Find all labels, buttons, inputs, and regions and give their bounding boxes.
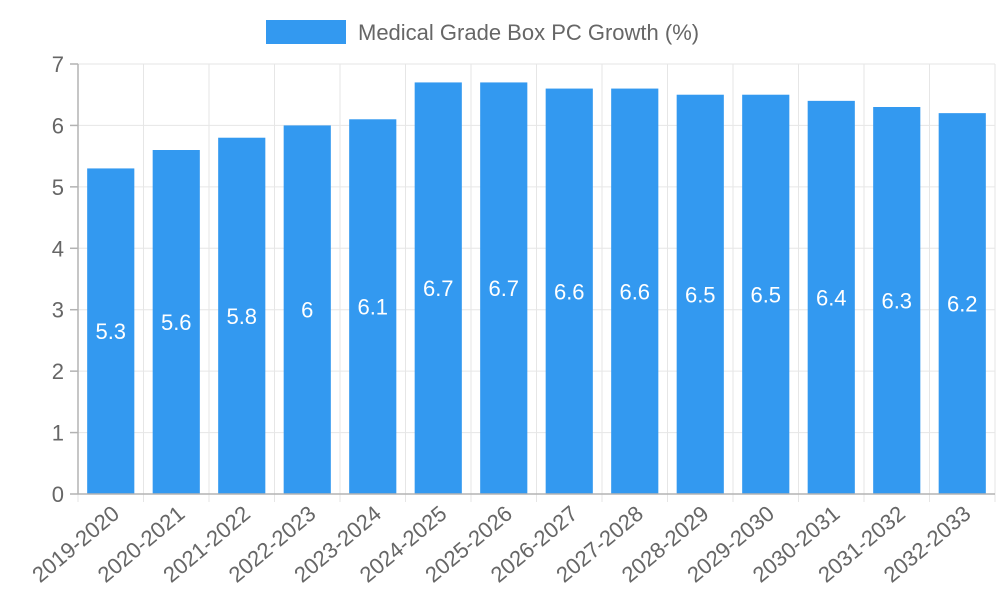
y-tick-label: 3 <box>52 298 64 323</box>
bar-2028-2029[interactable] <box>676 94 724 494</box>
data-label-2020-2021: 5.6 <box>161 310 192 335</box>
bar-2031-2032[interactable] <box>873 107 921 494</box>
data-label-2026-2027: 6.6 <box>554 279 585 304</box>
data-label-2032-2033: 6.2 <box>947 292 978 317</box>
bar-2024-2025[interactable] <box>414 82 462 494</box>
legend-swatch[interactable] <box>266 20 346 44</box>
y-tick-label: 4 <box>52 236 64 261</box>
grid <box>77 63 996 502</box>
data-label-2028-2029: 6.5 <box>685 282 716 307</box>
y-tick-label: 0 <box>52 482 64 507</box>
bars <box>87 82 986 495</box>
data-label-2031-2032: 6.3 <box>881 289 912 314</box>
data-label-2030-2031: 6.4 <box>816 285 847 310</box>
y-tick-label: 1 <box>52 421 64 446</box>
y-tick-label: 2 <box>52 359 64 384</box>
bar-2019-2020[interactable] <box>87 168 135 494</box>
bar-2020-2021[interactable] <box>152 150 200 494</box>
data-label-2023-2024: 6.1 <box>357 295 388 320</box>
bar-2022-2023[interactable] <box>283 125 331 494</box>
bar-2025-2026[interactable] <box>480 82 528 494</box>
y-tick-label: 5 <box>52 175 64 200</box>
bar-2030-2031[interactable] <box>807 100 855 494</box>
bar-2032-2033[interactable] <box>938 113 986 495</box>
data-label-2024-2025: 6.7 <box>423 276 454 301</box>
legend[interactable]: Medical Grade Box PC Growth (%) <box>266 20 699 45</box>
bar-2021-2022[interactable] <box>218 137 266 494</box>
legend-label[interactable]: Medical Grade Box PC Growth (%) <box>358 20 699 45</box>
y-tick-label: 6 <box>52 113 64 138</box>
bar-2026-2027[interactable] <box>545 88 593 495</box>
bar-2029-2030[interactable] <box>742 94 790 494</box>
y-tick-label: 7 <box>52 52 64 77</box>
bar-2027-2028[interactable] <box>611 88 659 495</box>
data-label-2025-2026: 6.7 <box>488 276 519 301</box>
bar-2023-2024[interactable] <box>349 119 397 495</box>
data-label-2019-2020: 5.3 <box>95 319 126 344</box>
data-labels: 5.3 5.6 5.8 6 6.1 6.7 6.7 6.6 6.6 6.5 6.5 6.4 6.3 6.2 <box>95 276 977 344</box>
data-label-2027-2028: 6.6 <box>619 279 650 304</box>
data-label-2029-2030: 6.5 <box>750 282 781 307</box>
data-label-2021-2022: 5.8 <box>226 304 257 329</box>
data-label-2022-2023: 6 <box>301 298 313 323</box>
